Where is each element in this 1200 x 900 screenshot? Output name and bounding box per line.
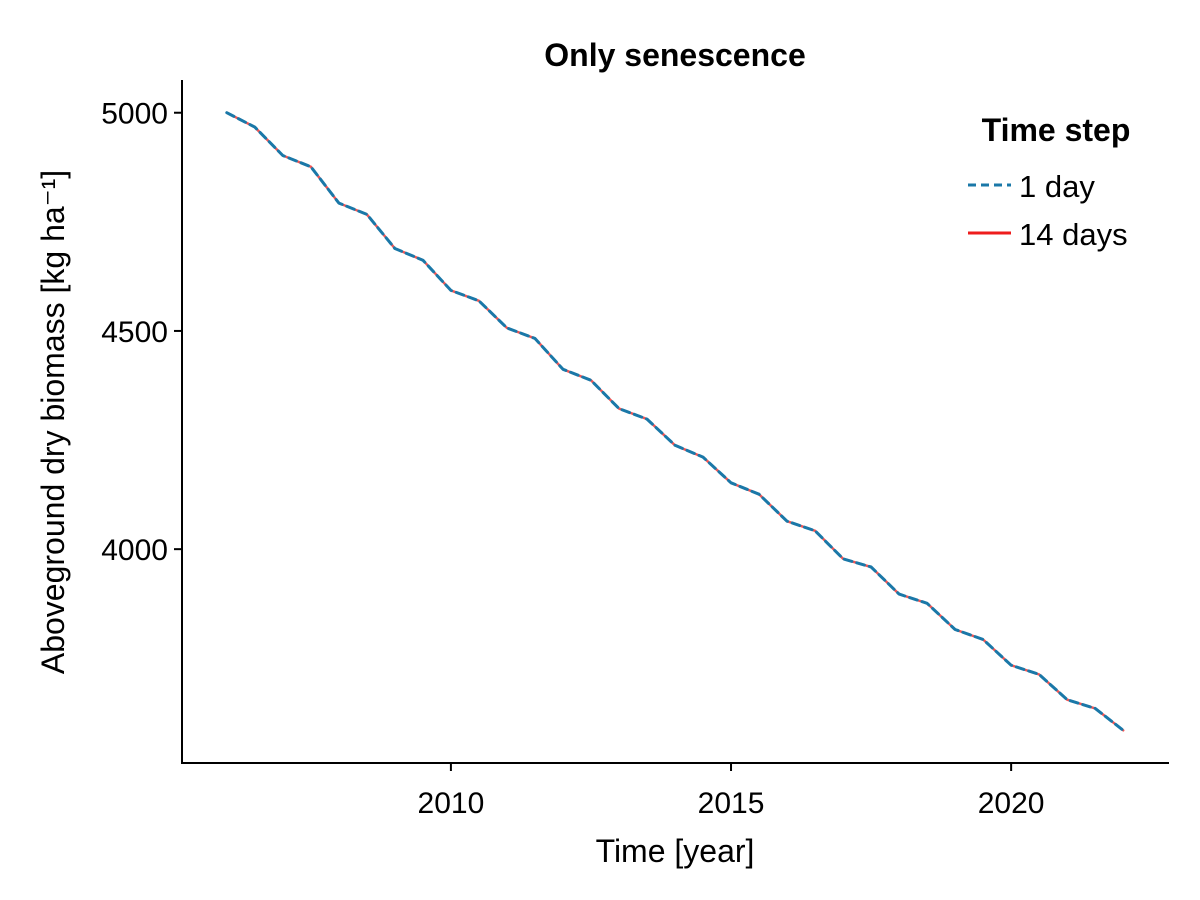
x-ticks: 2010 2015 2020	[418, 763, 1045, 820]
legend-title: Time step	[982, 112, 1131, 148]
chart-title: Only senescence	[544, 37, 805, 73]
series-line-1-day	[225, 111, 1125, 732]
legend-item-14-days: 14 days	[968, 217, 1128, 252]
x-tick-label: 2015	[698, 787, 765, 820]
legend-item-1-day: 1 day	[968, 169, 1095, 204]
y-ticks: 4000 4500 5000	[101, 98, 182, 567]
series-layer	[225, 111, 1125, 732]
y-tick-label: 4500	[101, 316, 168, 349]
legend-label-14-days: 14 days	[1019, 217, 1128, 252]
legend: Time step 1 day 14 days	[968, 112, 1130, 252]
legend-label-1-day: 1 day	[1019, 169, 1095, 204]
x-axis-label: Time [year]	[596, 833, 755, 869]
x-tick-label: 2010	[418, 787, 485, 820]
y-tick-label: 5000	[101, 98, 168, 131]
y-tick-label: 4000	[101, 534, 168, 567]
series-line-14-days	[225, 111, 1125, 732]
x-tick-label: 2020	[978, 787, 1045, 820]
y-axis-label: Aboveground dry biomass [kg ha⁻¹]	[35, 170, 71, 674]
